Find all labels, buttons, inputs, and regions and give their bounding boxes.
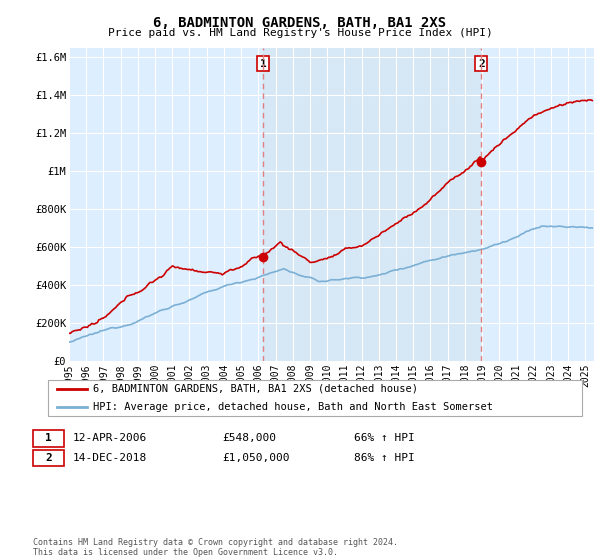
Text: Contains HM Land Registry data © Crown copyright and database right 2024.
This d: Contains HM Land Registry data © Crown c…: [33, 538, 398, 557]
Text: 14-DEC-2018: 14-DEC-2018: [73, 452, 148, 463]
Text: 2: 2: [45, 452, 52, 463]
Text: 2: 2: [478, 59, 485, 68]
Bar: [263, 48, 481, 361]
Text: 1: 1: [45, 433, 52, 443]
Text: 86% ↑ HPI: 86% ↑ HPI: [354, 452, 415, 463]
Text: £1,050,000: £1,050,000: [222, 452, 290, 463]
Text: 6, BADMINTON GARDENS, BATH, BA1 2XS (detached house): 6, BADMINTON GARDENS, BATH, BA1 2XS (det…: [93, 384, 418, 394]
Text: £548,000: £548,000: [222, 433, 276, 443]
Text: Price paid vs. HM Land Registry's House Price Index (HPI): Price paid vs. HM Land Registry's House …: [107, 28, 493, 38]
Text: 66% ↑ HPI: 66% ↑ HPI: [354, 433, 415, 443]
Text: 12-APR-2006: 12-APR-2006: [73, 433, 148, 443]
Text: HPI: Average price, detached house, Bath and North East Somerset: HPI: Average price, detached house, Bath…: [93, 402, 493, 412]
Text: 6, BADMINTON GARDENS, BATH, BA1 2XS: 6, BADMINTON GARDENS, BATH, BA1 2XS: [154, 16, 446, 30]
Text: 1: 1: [260, 59, 266, 68]
